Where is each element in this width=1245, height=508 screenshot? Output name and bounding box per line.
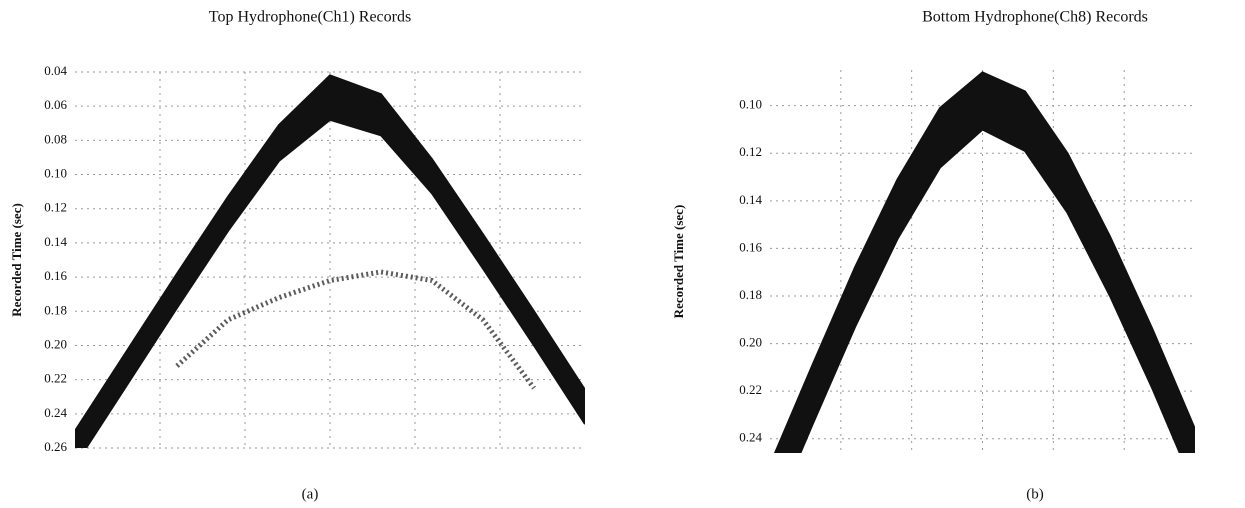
y-axis-label: Recorded Time (sec) <box>9 203 24 317</box>
plot-area <box>773 71 1195 453</box>
chart-title: Bottom Hydrophone(Ch8) Records <box>922 9 1148 26</box>
y-tick-label: 0.04 <box>44 63 67 78</box>
y-tick-label: 0.10 <box>739 97 762 112</box>
y-tick-label: 0.22 <box>44 371 67 386</box>
y-tick-label: 0.08 <box>44 131 67 146</box>
y-tick-label: 0.10 <box>44 166 67 181</box>
plot-area <box>75 74 585 448</box>
y-tick-label: 0.14 <box>44 234 67 249</box>
y-tick-label: 0.24 <box>44 405 67 420</box>
y-tick-label: 0.26 <box>44 439 67 454</box>
y-tick-label: 0.06 <box>44 97 67 112</box>
y-tick-label: 0.22 <box>739 382 762 397</box>
y-tick-label: 0.20 <box>44 336 67 351</box>
band-edge <box>773 71 1195 453</box>
caption: (a) <box>302 486 319 502</box>
y-tick-label: 0.16 <box>739 239 762 254</box>
secondary-arrival <box>175 269 537 390</box>
band-edge <box>799 128 1181 453</box>
band-edge <box>84 118 585 448</box>
y-tick-label: 0.12 <box>739 144 762 159</box>
y-tick-label: 0.18 <box>739 287 762 302</box>
band-edge <box>75 74 585 432</box>
y-tick-label: 0.14 <box>739 192 762 207</box>
y-tick-label: 0.18 <box>44 302 67 317</box>
arrival-band <box>75 75 585 448</box>
y-axis-label: Recorded Time (sec) <box>671 205 686 319</box>
y-tick-label: 0.16 <box>44 268 67 283</box>
y-tick-label: 0.20 <box>739 335 762 350</box>
y-tick-label: 0.24 <box>739 430 762 445</box>
arrival-band <box>775 72 1195 453</box>
y-tick-label: 0.12 <box>44 200 67 215</box>
chart-title: Top Hydrophone(Ch1) Records <box>209 9 411 26</box>
caption: (b) <box>1026 486 1044 502</box>
